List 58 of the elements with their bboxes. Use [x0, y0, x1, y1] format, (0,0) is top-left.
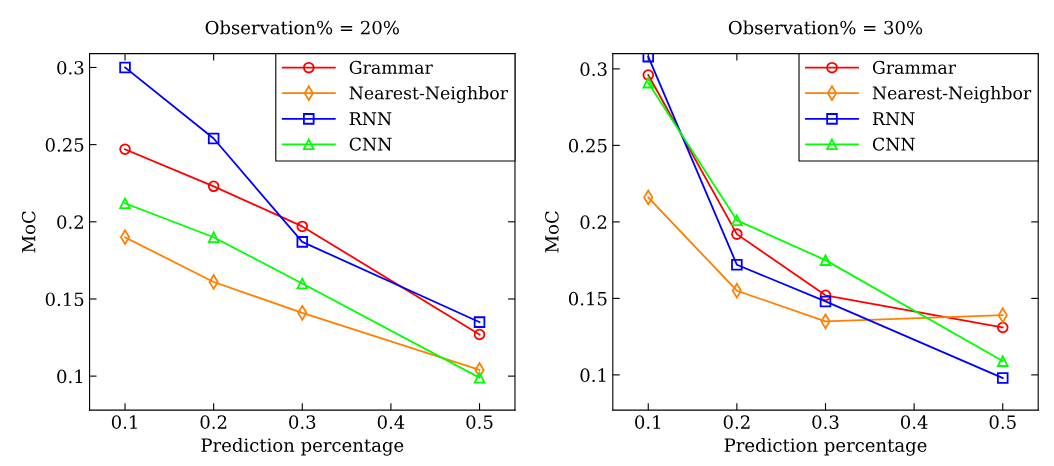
legend-label: RNN [872, 112, 915, 126]
x-tick-label: 0.5 [989, 415, 1016, 429]
y-tick-label: 0.25 [45, 138, 84, 152]
point [296, 220, 309, 233]
x-tick-label: 0.2 [200, 415, 227, 429]
point [473, 371, 486, 384]
point [996, 372, 1009, 384]
x-tick-label: 0.1 [635, 415, 661, 429]
legend-label: Nearest-Neighbor [349, 86, 509, 104]
x-tick-label: 0.3 [812, 415, 839, 429]
y-tick-label: 0.15 [568, 291, 607, 306]
point [473, 316, 486, 328]
y-axis-title: MoC [545, 211, 559, 253]
point [819, 254, 832, 266]
x-tick-label: 0.4 [900, 415, 928, 429]
x-tick-label: 0.5 [466, 415, 493, 429]
point [642, 69, 655, 81]
point [642, 53, 655, 63]
legend-label: Grammar [349, 60, 433, 74]
x-axis-title: Prediction percentage [724, 437, 927, 456]
point [119, 197, 131, 210]
point [296, 236, 309, 248]
legend-label: RNN [349, 112, 392, 126]
point [207, 231, 220, 244]
y-axis-title: MoC [21, 211, 36, 253]
point [119, 61, 131, 74]
point [296, 277, 309, 290]
y-tick-label: 0.15 [45, 292, 84, 307]
x-tick-label: 0.3 [289, 415, 316, 429]
legend-label: CNN [349, 137, 392, 151]
point [642, 76, 655, 89]
point [996, 355, 1009, 367]
legend-label: Nearest-Neighbor [872, 86, 1032, 104]
y-tick-label: 0.3 [580, 62, 607, 77]
x-tick-label: 0.1 [111, 415, 137, 429]
legend-label: Grammar [872, 60, 957, 74]
y-tick-label: 0.2 [580, 215, 607, 230]
y-tick-label: 0.2 [57, 215, 83, 229]
x-axis-title: Prediction percentage [201, 437, 404, 456]
chart-title: Observation% = 20% [205, 20, 399, 35]
x-tick-label: 0.4 [377, 415, 405, 429]
point [731, 228, 743, 240]
point [207, 180, 220, 193]
point [731, 258, 743, 271]
point [819, 289, 832, 302]
y-tick-label: 0.1 [580, 368, 606, 383]
chart-title: Observation% = 30% [728, 20, 923, 35]
x-tick-label: 0.2 [723, 415, 750, 429]
point [731, 214, 743, 227]
y-tick-label: 0.1 [57, 369, 83, 384]
point [996, 321, 1009, 334]
point [819, 295, 832, 308]
legend-label: CNN [872, 137, 915, 151]
y-tick-label: 0.3 [57, 60, 84, 75]
point [119, 143, 131, 156]
point [207, 132, 220, 145]
point [473, 328, 486, 341]
y-tick-label: 0.25 [568, 138, 607, 153]
